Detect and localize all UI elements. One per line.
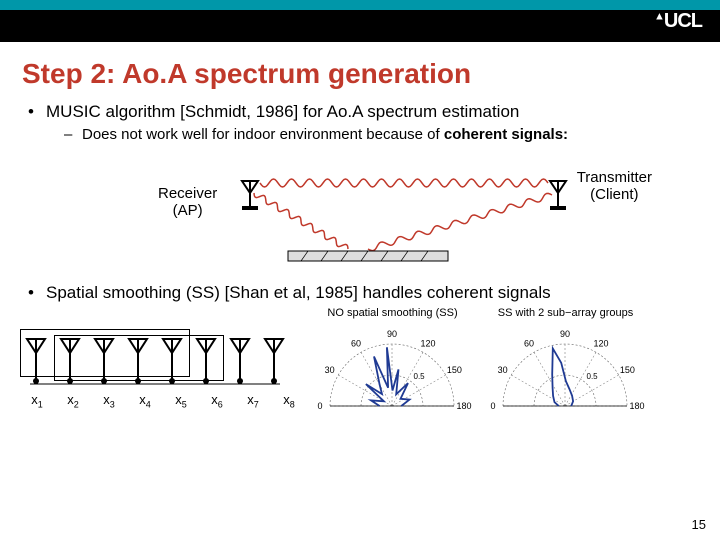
antenna-label: x8	[272, 391, 306, 410]
antenna-label: x3	[92, 391, 126, 410]
polar-plots: NO spatial smoothing (SS) 0 30 60 90 120 150 1…	[310, 307, 648, 421]
logo: ▲UCL	[654, 10, 702, 33]
bottom-section: x1x2x3x4x5x6x7x8 NO spatial smoothing (S…	[0, 307, 720, 421]
logo-icon: ▲	[654, 10, 664, 22]
antenna-label: x6	[200, 391, 234, 410]
svg-text:90: 90	[387, 329, 397, 339]
svg-text:150: 150	[447, 365, 462, 375]
polar-plot-1: NO spatial smoothing (SS) 0 30 60 90 120 150 1…	[310, 307, 475, 421]
polar-plot-2: SS with 2 sub−array groups 0 30 60 90 120 150…	[483, 307, 648, 421]
bullet-marker: •	[28, 283, 46, 303]
logo-text: UCL	[664, 10, 702, 32]
page-title: Step 2: Ao.A spectrum generation	[0, 42, 720, 102]
wall-icon	[288, 251, 448, 261]
dash-marker: –	[64, 126, 82, 143]
bullet-2: • Spatial smoothing (SS) [Shan et al, 19…	[28, 283, 692, 303]
transmitter-antenna-icon	[550, 181, 566, 210]
polar-2-svg: 0 30 60 90 120 150 180 0.5	[483, 321, 648, 416]
header-bar: ▲UCL	[0, 0, 720, 42]
polar-1-svg: 0 30 60 90 120 150 180 0.5	[310, 321, 475, 416]
direct-wave	[260, 179, 548, 187]
sub-bullet-1-bold: coherent signals:	[444, 126, 568, 143]
antenna-label: x1	[20, 391, 54, 410]
page-number: 15	[692, 517, 706, 532]
sub-bullet-1-prefix: Does not work well for indoor environmen…	[82, 126, 444, 143]
bullet-2-text: Spatial smoothing (SS) [Shan et al, 1985…	[46, 283, 551, 303]
antenna-label: x7	[236, 391, 270, 410]
subarray-box-2	[54, 335, 224, 381]
svg-text:150: 150	[620, 365, 635, 375]
bullet-1-text: MUSIC algorithm [Schmidt, 1986] for Ao.A…	[46, 102, 519, 122]
sub-bullet-1: – Does not work well for indoor environm…	[64, 126, 692, 143]
reflected-wave-1	[254, 193, 348, 249]
svg-text:180: 180	[629, 401, 644, 411]
sub-bullet-1-text: Does not work well for indoor environmen…	[82, 126, 568, 143]
antenna-label: x5	[164, 391, 198, 410]
svg-text:0.5: 0.5	[414, 372, 426, 381]
antenna-icon	[231, 339, 249, 384]
svg-text:0.5: 0.5	[587, 372, 599, 381]
receiver-antenna-icon	[242, 181, 258, 210]
svg-text:0: 0	[490, 401, 495, 411]
transmission-diagram: Receiver (AP) Transmitter (Client)	[28, 151, 692, 271]
antenna-icon	[265, 339, 283, 384]
svg-text:120: 120	[593, 339, 608, 349]
svg-text:60: 60	[524, 339, 534, 349]
polar-1-title: NO spatial smoothing (SS)	[310, 307, 475, 319]
svg-text:30: 30	[498, 365, 508, 375]
bullet-marker: •	[28, 102, 46, 122]
reflected-wave-2	[368, 193, 552, 250]
polar-2-title: SS with 2 sub−array groups	[483, 307, 648, 319]
antenna-labels-row: x1x2x3x4x5x6x7x8	[20, 391, 306, 410]
antenna-label: x2	[56, 391, 90, 410]
svg-text:180: 180	[456, 401, 471, 411]
svg-text:90: 90	[560, 329, 570, 339]
svg-text:120: 120	[420, 339, 435, 349]
transmission-svg	[28, 151, 688, 271]
header-black-strip	[0, 10, 720, 42]
svg-text:60: 60	[351, 339, 361, 349]
content-area: • MUSIC algorithm [Schmidt, 1986] for Ao…	[0, 102, 720, 303]
antenna-label: x4	[128, 391, 162, 410]
bullet-1: • MUSIC algorithm [Schmidt, 1986] for Ao…	[28, 102, 692, 122]
svg-text:30: 30	[325, 365, 335, 375]
svg-text:0: 0	[317, 401, 322, 411]
antenna-array-diagram: x1x2x3x4x5x6x7x8	[20, 307, 300, 396]
